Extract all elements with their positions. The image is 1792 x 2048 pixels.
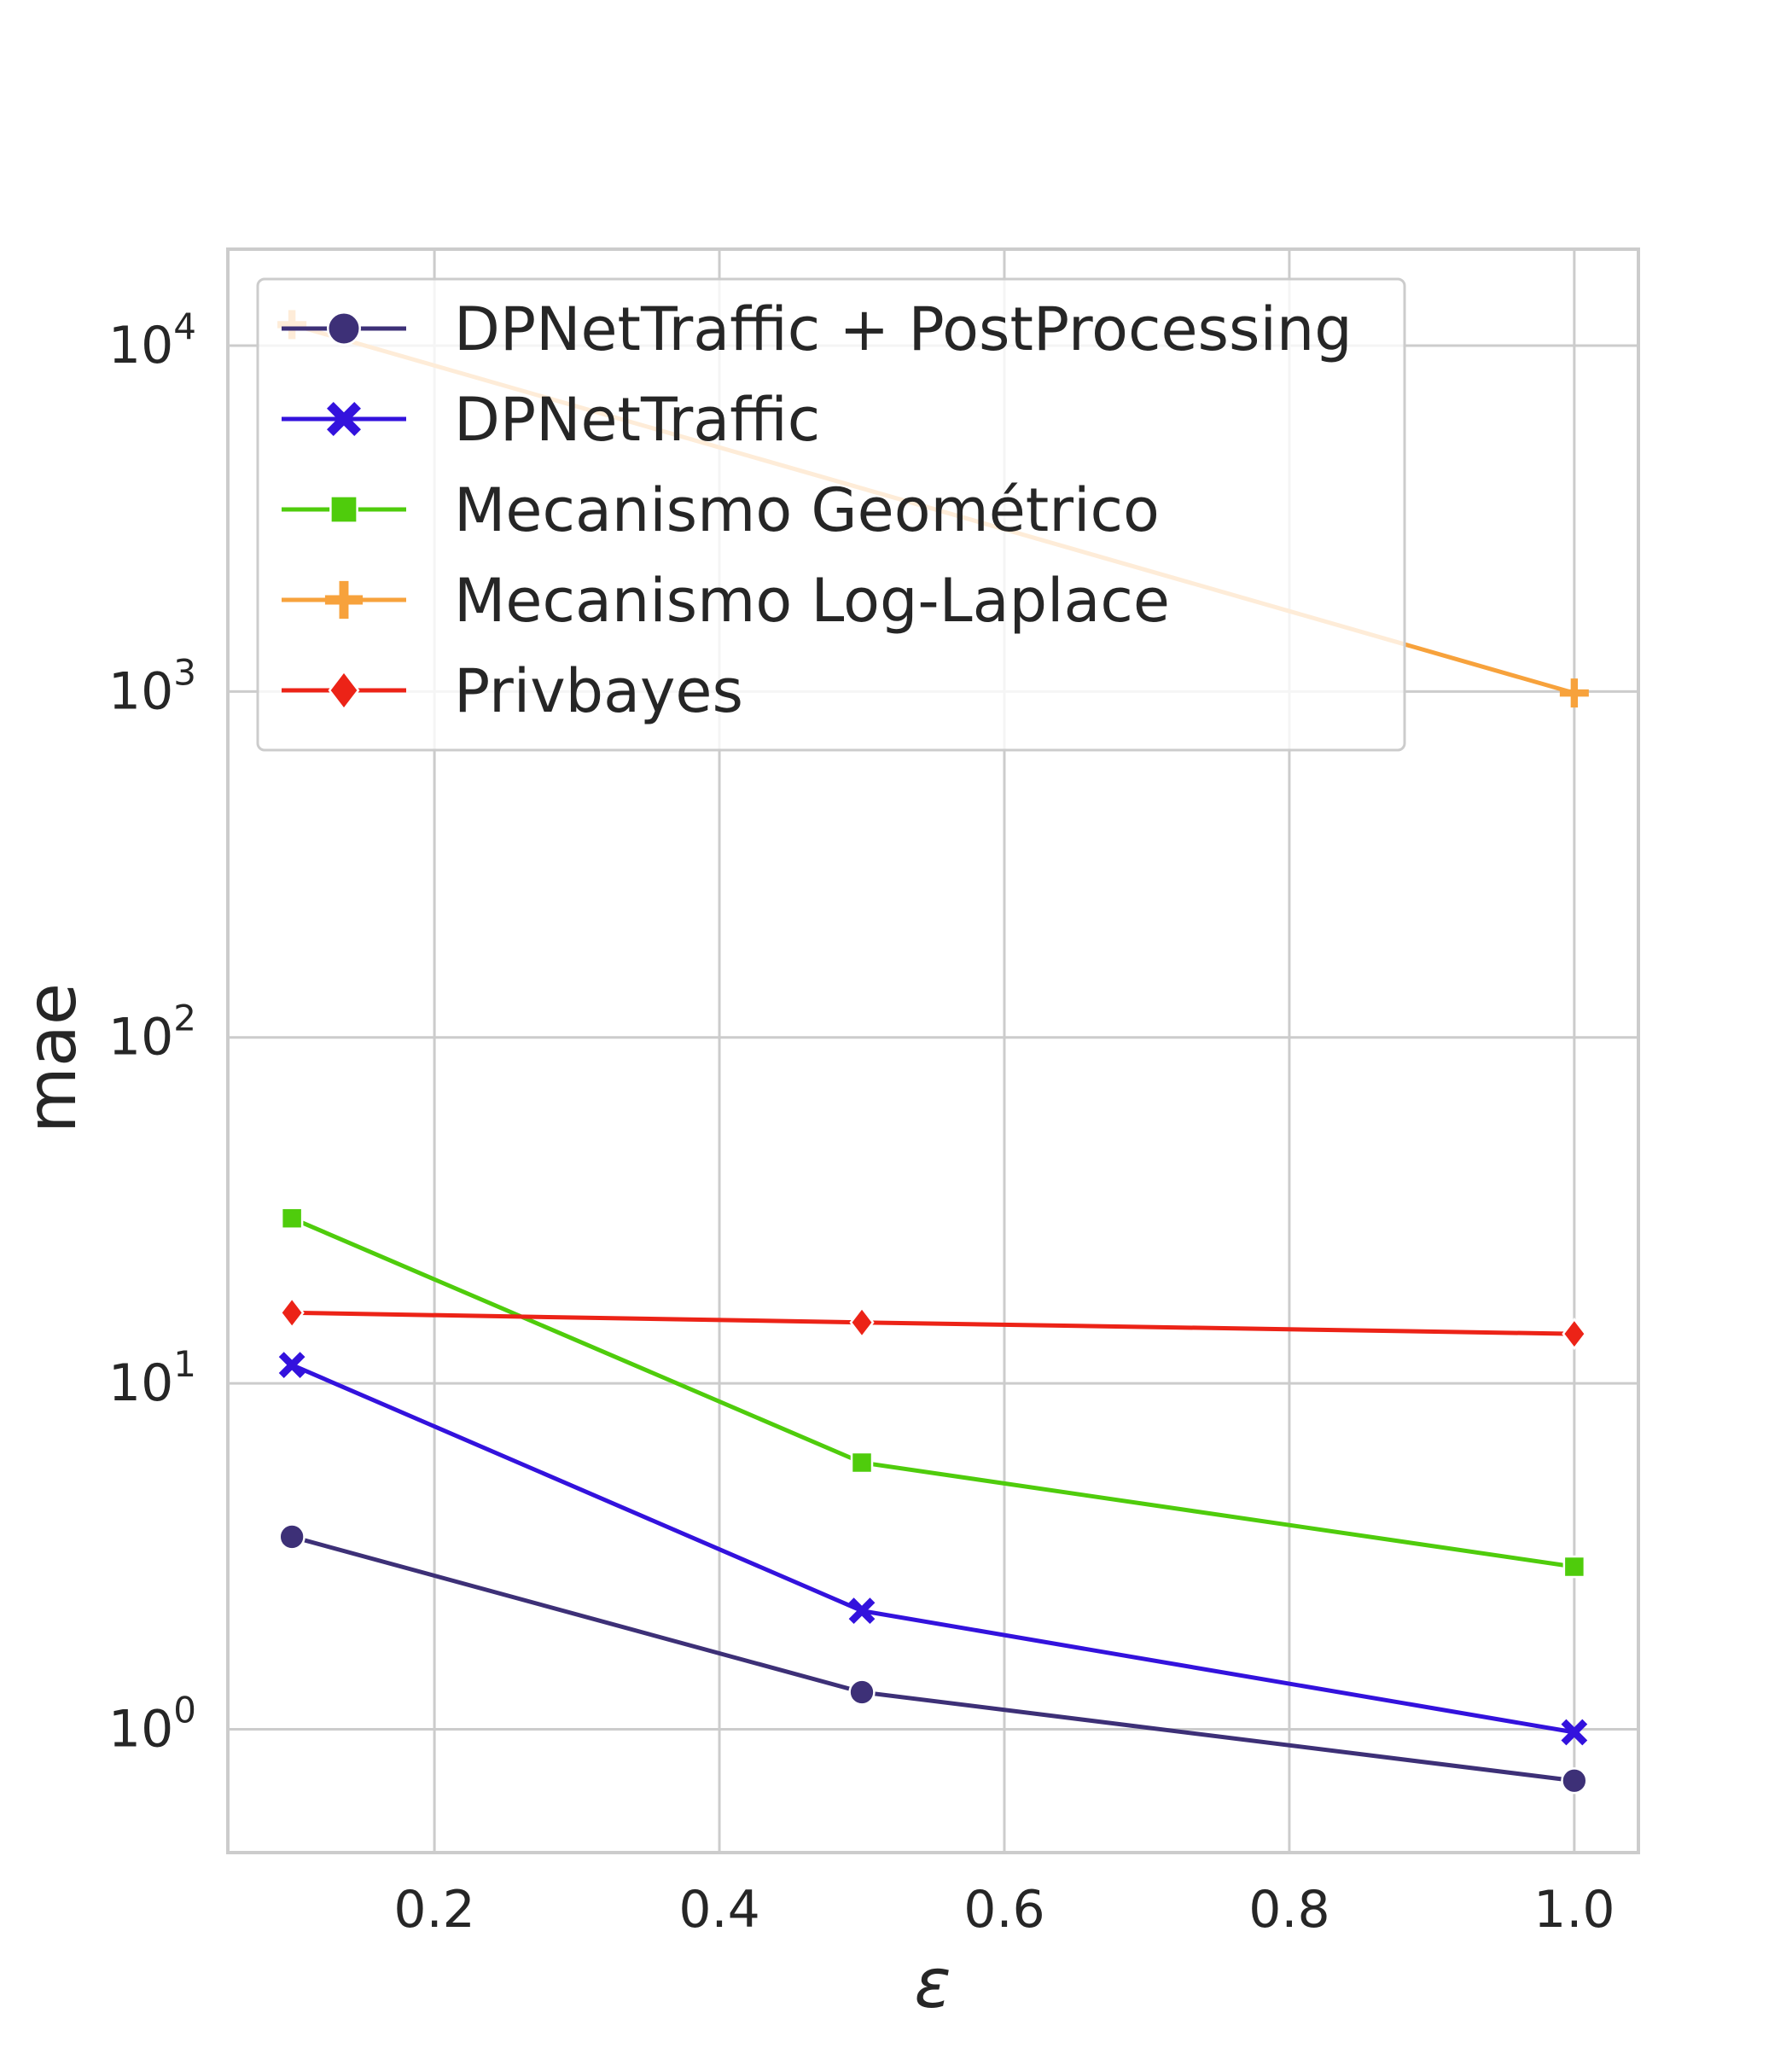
legend-item: Privbayes — [282, 656, 743, 726]
legend: DPNetTraffic + PostProcessing DPNetTraffi… — [256, 277, 1406, 752]
legend-label: DPNetTraffic + PostProcessing — [454, 294, 1353, 364]
data-point — [1562, 1318, 1587, 1351]
y-tick-label: 102 — [108, 998, 196, 1068]
data-point — [850, 1451, 874, 1475]
legend-marker — [324, 580, 364, 620]
x-tick-label: 0.2 — [393, 1880, 474, 1940]
data-point — [278, 1352, 305, 1378]
legend-item: DPNetTraffic + PostProcessing — [282, 294, 1353, 364]
x-tick-label: 0.6 — [963, 1880, 1044, 1940]
legend-marker — [327, 311, 361, 346]
legend-label: Privbayes — [454, 656, 743, 726]
x-tick-label: 0.8 — [1248, 1880, 1329, 1940]
series-0 — [278, 1523, 1588, 1795]
data-point — [849, 1306, 875, 1339]
x-tick-label: 0.4 — [678, 1880, 759, 1940]
x-axis-label: ε — [914, 1944, 951, 2023]
legend-marker — [329, 495, 358, 524]
legend-marker — [328, 669, 360, 712]
series-line — [291, 1363, 1575, 1735]
series-line — [292, 1310, 1574, 1336]
y-tick-label: 104 — [108, 305, 196, 375]
legend-item: DPNetTraffic — [282, 385, 820, 455]
x-tick-label: 1.0 — [1533, 1880, 1615, 1940]
series-line — [291, 1216, 1575, 1569]
series-1 — [278, 1352, 1588, 1746]
legend-label: Mecanismo Geométrico — [454, 475, 1160, 545]
data-point — [280, 1207, 304, 1230]
series-4 — [279, 1296, 1587, 1351]
ticks: 0.2 0.4 0.6 0.8 1.0 100 101 102 103 104 — [108, 305, 1615, 1940]
legend-label: Mecanismo Log-Laplace — [454, 566, 1170, 636]
data-point — [279, 1296, 305, 1329]
series-line — [291, 1534, 1575, 1783]
legend-item: Mecanismo Log-Laplace — [282, 566, 1170, 636]
legend-marker — [327, 402, 361, 436]
legend-label: DPNetTraffic — [454, 385, 820, 455]
y-axis-label: mae — [12, 983, 91, 1133]
legend-box — [256, 277, 1406, 752]
y-tick-label: 100 — [108, 1689, 196, 1759]
legend-item: Mecanismo Geométrico — [282, 475, 1160, 545]
data-point — [1562, 1555, 1586, 1579]
data-point — [278, 1523, 305, 1551]
data-point — [1561, 1767, 1588, 1795]
y-tick-label: 101 — [108, 1343, 196, 1413]
y-tick-label: 103 — [108, 651, 196, 721]
data-point — [1559, 678, 1589, 708]
data-point — [848, 1679, 876, 1706]
data-point — [1561, 1719, 1588, 1746]
data-point — [848, 1597, 876, 1625]
plot-frame — [226, 247, 1640, 1854]
series-2 — [280, 1207, 1586, 1579]
